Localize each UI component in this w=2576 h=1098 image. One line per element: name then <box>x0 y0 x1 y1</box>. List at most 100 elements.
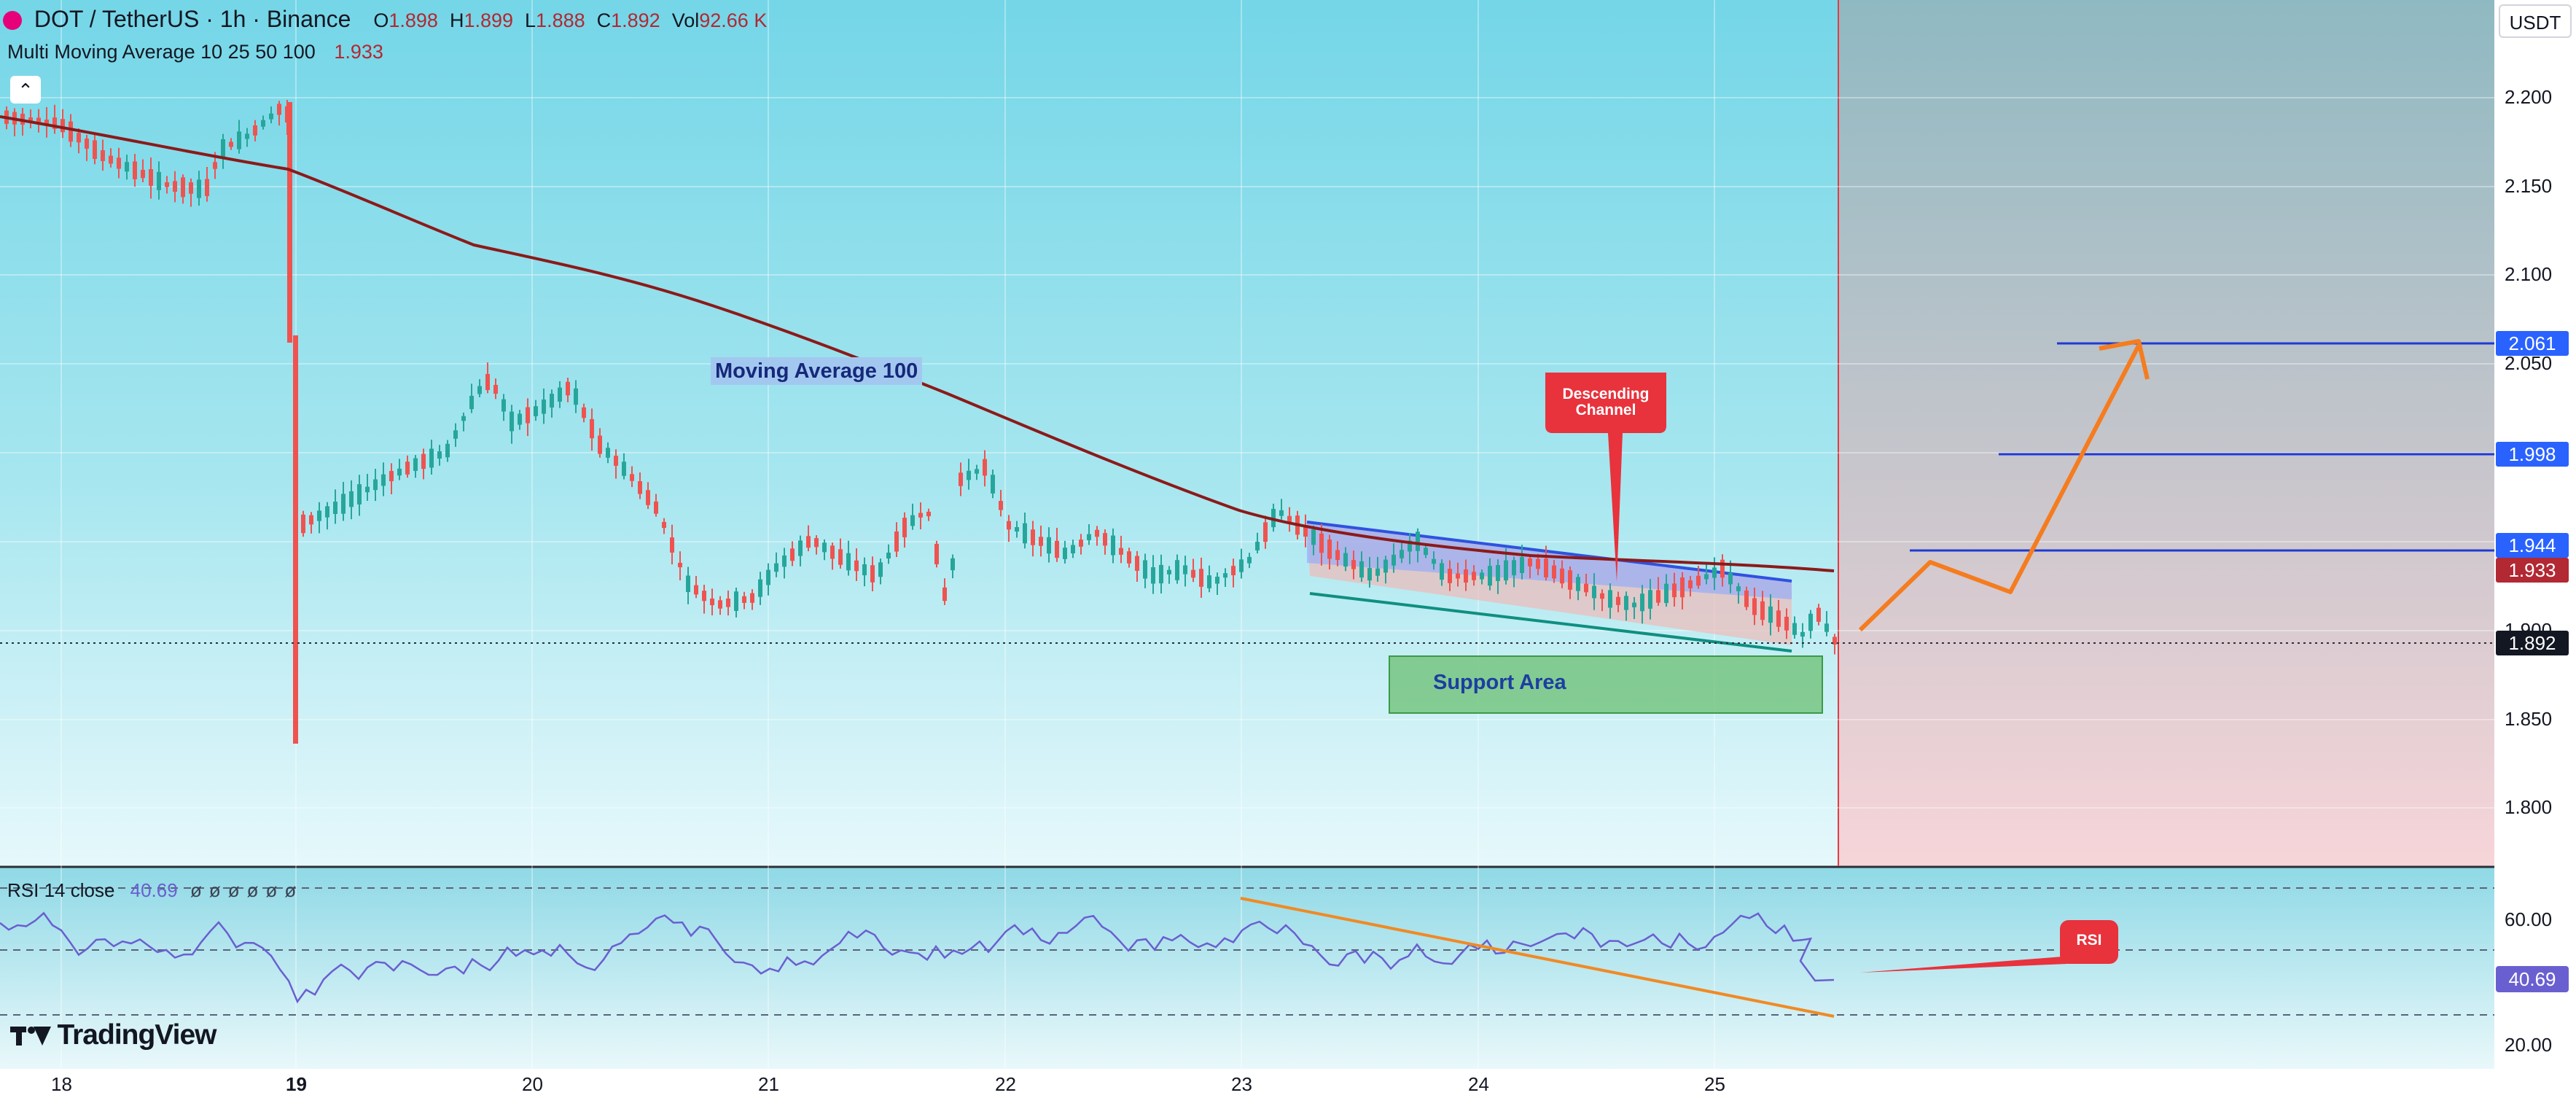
support-area-box[interactable] <box>1389 655 1823 714</box>
candle-body <box>133 161 137 179</box>
candle-body <box>453 430 458 439</box>
candle-body <box>245 133 249 139</box>
candle-body <box>1664 583 1668 604</box>
projection-path[interactable] <box>1858 344 2141 632</box>
candle-body <box>1712 567 1717 578</box>
candle-body <box>1736 586 1741 591</box>
candle-body <box>1159 564 1163 584</box>
candle-body <box>734 591 738 611</box>
candle-body <box>1480 572 1484 580</box>
candle-body <box>926 511 931 517</box>
candle-body <box>670 537 674 553</box>
price-tick-label: 1.850 <box>2505 708 2553 730</box>
candle-body <box>951 558 955 571</box>
candle-body <box>1784 616 1789 631</box>
collapse-chevron-icon[interactable]: ⌃ <box>10 76 41 104</box>
channel-upper-fill <box>1307 522 1792 599</box>
currency-button[interactable]: USDT <box>2499 4 2572 38</box>
tradingview-logo[interactable]: TradingView <box>10 1019 216 1053</box>
candle-body <box>622 462 626 476</box>
candle-body <box>1672 583 1677 598</box>
descending-channel-callout[interactable] <box>1545 373 1666 582</box>
candle-body <box>493 384 498 394</box>
candle-body <box>1568 570 1572 590</box>
candle-body <box>301 514 305 534</box>
candle-body <box>558 387 562 402</box>
candle-body <box>718 600 722 609</box>
candle-body <box>69 121 73 142</box>
candle-body <box>1119 548 1123 555</box>
candle-body <box>1488 566 1492 586</box>
rsi-header[interactable]: RSI 14 close 40.69 øøøøøø <box>7 879 303 902</box>
candle-body <box>1303 525 1308 537</box>
candle-body <box>1632 602 1636 607</box>
candle-body <box>590 418 594 439</box>
candle-body <box>678 562 682 568</box>
time-label: 20 <box>522 1073 543 1095</box>
candle-body <box>766 569 770 585</box>
candle-body <box>341 494 346 514</box>
rsi-line[interactable] <box>0 911 1835 1004</box>
rsi-callout-box[interactable] <box>2060 920 2118 964</box>
chart-grid <box>0 0 2494 1069</box>
candle-body <box>165 182 169 187</box>
candle-body <box>1367 568 1372 581</box>
candle-body <box>1103 533 1107 546</box>
candle-body <box>814 538 819 548</box>
symbol-title[interactable]: DOT / TetherUS · 1h · Binance <box>34 6 351 32</box>
projection-arrowhead <box>2099 339 2150 380</box>
candle-body <box>1536 558 1540 569</box>
candle-body <box>1287 515 1292 523</box>
candle-body <box>1680 577 1685 598</box>
rsi-label: RSI 14 close <box>7 879 115 901</box>
symbol-icon[interactable] <box>3 11 22 30</box>
main-pane-background <box>0 0 1838 866</box>
candle-body <box>726 598 730 607</box>
candle-body <box>1007 521 1011 530</box>
candle-body <box>1223 573 1227 578</box>
ohlc-values: O1.898 H1.899 L1.888 C1.892 Vol92.66 K <box>373 9 767 31</box>
candle-body <box>1408 540 1412 552</box>
candle-body <box>614 456 618 466</box>
candle-body <box>205 179 209 196</box>
channel-top-line[interactable] <box>1306 521 1792 583</box>
candle-body <box>934 544 939 564</box>
visibility-icons[interactable]: øøøøøø <box>190 879 304 901</box>
candle-body <box>574 388 578 405</box>
candle-body <box>910 515 915 526</box>
candle-body <box>1768 606 1773 623</box>
candle-body <box>1247 556 1252 564</box>
candle-body <box>93 140 97 159</box>
candle-body <box>445 443 450 458</box>
moving-average-label[interactable]: Moving Average 100 <box>711 357 923 385</box>
candle-body <box>959 472 963 486</box>
candle-body <box>365 486 370 493</box>
candle-body <box>510 411 514 432</box>
candle-body <box>830 545 835 559</box>
candle-body <box>1520 557 1524 573</box>
candle-body <box>1760 601 1765 620</box>
time-label: 19 <box>286 1073 307 1095</box>
candle-body <box>967 470 971 480</box>
candle-body <box>774 563 778 572</box>
candle-body <box>381 474 386 486</box>
candle-body <box>606 448 610 458</box>
ohlc-key-l: L <box>525 9 536 31</box>
candle-body <box>349 491 354 507</box>
rsi-callout-pointer <box>1860 957 2067 973</box>
candle-body <box>1183 565 1187 575</box>
candle-body <box>975 469 979 474</box>
candle-body <box>397 468 402 476</box>
candle-body <box>1015 526 1019 532</box>
candle-body <box>1335 550 1340 560</box>
rsi-trend-line[interactable] <box>1240 897 1835 1018</box>
indicator-row[interactable]: Multi Moving Average 10 25 50 100 1.933 <box>7 41 383 63</box>
candle-body <box>1127 551 1131 564</box>
candle-body <box>317 510 321 521</box>
candle-body <box>542 399 546 414</box>
candle-body <box>1063 548 1067 559</box>
candle-body <box>52 117 57 129</box>
candle-body <box>1023 523 1027 544</box>
channel-bottom-line[interactable] <box>1309 592 1792 653</box>
